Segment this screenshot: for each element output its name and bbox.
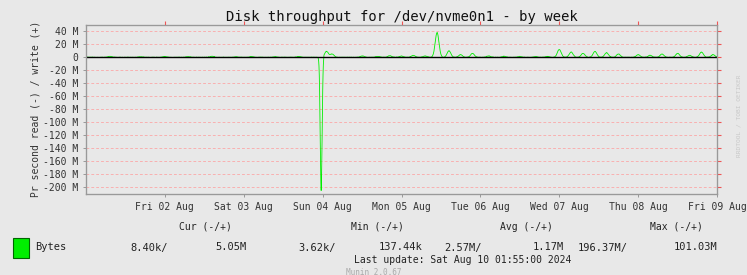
Text: Avg (-/+): Avg (-/+): [500, 222, 553, 232]
Text: Cur (-/+): Cur (-/+): [179, 222, 232, 232]
Y-axis label: Pr second read (-) / write (+): Pr second read (-) / write (+): [30, 21, 40, 197]
Text: Last update: Sat Aug 10 01:55:00 2024: Last update: Sat Aug 10 01:55:00 2024: [355, 255, 571, 265]
Text: 101.03M: 101.03M: [673, 243, 717, 252]
Text: 1.17M: 1.17M: [533, 243, 564, 252]
Text: Max (-/+): Max (-/+): [650, 222, 702, 232]
Text: 8.40k/: 8.40k/: [131, 243, 168, 252]
Text: Bytes: Bytes: [35, 243, 66, 252]
Text: 2.57M/: 2.57M/: [444, 243, 482, 252]
Text: RRDTOOL / TOBI OETIKER: RRDTOOL / TOBI OETIKER: [737, 74, 742, 157]
Text: 137.44k: 137.44k: [378, 243, 422, 252]
Text: Min (-/+): Min (-/+): [351, 222, 403, 232]
Text: Munin 2.0.67: Munin 2.0.67: [346, 268, 401, 275]
Text: 5.05M: 5.05M: [215, 243, 247, 252]
Text: 196.37M/: 196.37M/: [577, 243, 627, 252]
Title: Disk throughput for /dev/nvme0n1 - by week: Disk throughput for /dev/nvme0n1 - by we…: [226, 10, 577, 24]
Text: 3.62k/: 3.62k/: [299, 243, 336, 252]
